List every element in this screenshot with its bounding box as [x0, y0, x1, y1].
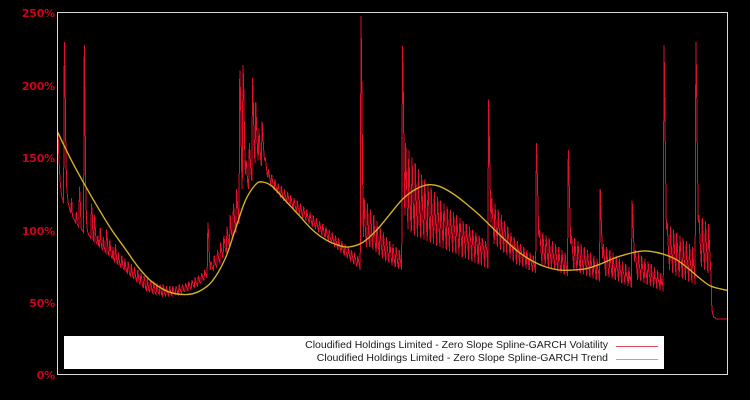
volatility-series-line — [58, 15, 727, 320]
plot-area — [58, 13, 727, 374]
y-tick-label: 100% — [21, 225, 55, 238]
y-tick-label: 150% — [21, 152, 55, 165]
legend-entry-volatility: Cloudified Holdings Limited - Zero Slope… — [70, 339, 658, 352]
y-axis: 250% 200% 150% 100% 50% 0% — [0, 0, 55, 400]
y-tick-label: 250% — [21, 7, 55, 20]
y-tick-label: 50% — [29, 297, 55, 310]
legend-entry-trend: Cloudified Holdings Limited - Zero Slope… — [70, 352, 658, 365]
legend-label-trend: Cloudified Holdings Limited - Zero Slope… — [316, 352, 608, 364]
y-tick-label: 200% — [21, 80, 55, 93]
plot-frame — [57, 12, 728, 375]
y-tick-label: 0% — [36, 369, 55, 382]
legend-swatch-volatility — [616, 341, 658, 351]
chart-legend: Cloudified Holdings Limited - Zero Slope… — [64, 336, 664, 369]
trend-series-line — [58, 132, 727, 296]
plot-canvas — [58, 15, 727, 320]
legend-label-volatility: Cloudified Holdings Limited - Zero Slope… — [305, 339, 608, 351]
legend-swatch-trend — [616, 354, 658, 364]
